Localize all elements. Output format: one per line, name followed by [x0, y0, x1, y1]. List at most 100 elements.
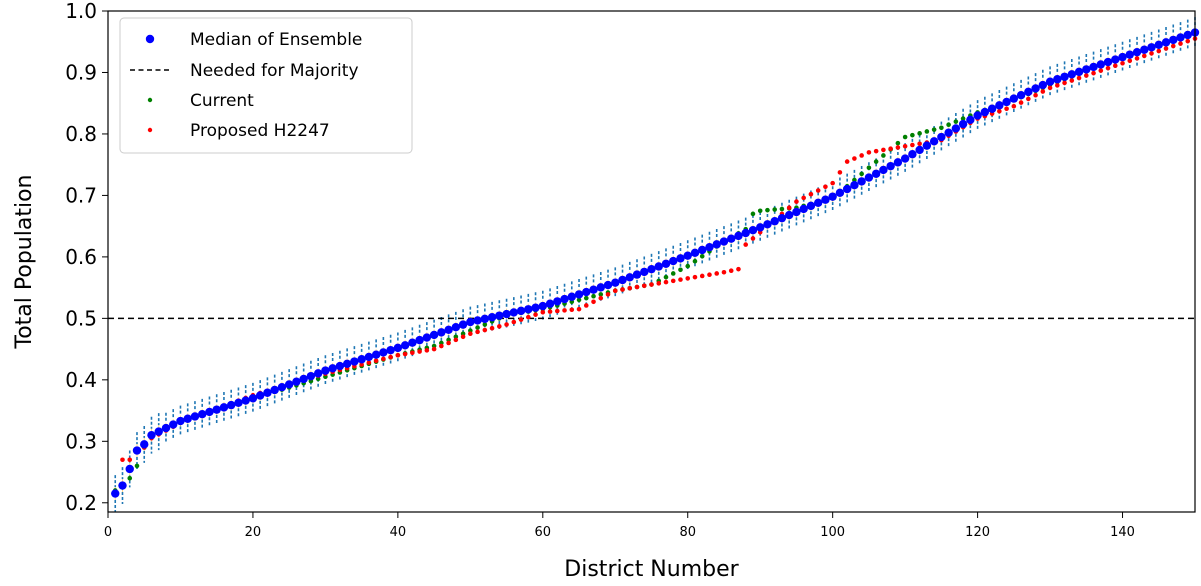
median-point — [263, 388, 272, 397]
median-point — [1082, 65, 1091, 74]
current-point — [859, 171, 864, 177]
median-point — [524, 305, 533, 314]
x-axis-title: District Number — [564, 557, 739, 582]
proposed-point — [540, 309, 546, 315]
proposed-point — [120, 457, 125, 463]
x-tick-label: 40 — [390, 525, 407, 540]
median-point — [313, 369, 323, 378]
median-point — [698, 245, 707, 255]
proposed-point — [823, 184, 828, 190]
median-point — [582, 287, 591, 297]
median-point — [154, 427, 163, 436]
legend-label-proposed: Proposed H2247 — [190, 121, 330, 141]
proposed-point — [388, 354, 393, 360]
median-point — [212, 405, 221, 414]
proposed-point — [511, 319, 517, 325]
median-point — [1147, 43, 1156, 52]
proposed-point — [1105, 65, 1111, 71]
median-point — [118, 481, 127, 490]
median-point — [756, 223, 765, 232]
proposed-point — [663, 279, 669, 285]
proposed-point — [1018, 100, 1024, 105]
current-point — [946, 122, 951, 128]
median-point — [495, 311, 504, 320]
proposed-point — [1076, 75, 1082, 81]
median-point — [879, 165, 888, 175]
proposed-point — [497, 324, 502, 329]
proposed-point — [381, 356, 386, 362]
proposed-point — [446, 340, 451, 346]
proposed-point — [707, 272, 712, 278]
median-point — [784, 210, 794, 220]
current-point — [692, 258, 698, 264]
median-point — [951, 124, 961, 133]
proposed-point — [620, 287, 625, 292]
proposed-point — [801, 195, 806, 201]
legend-label-current: Current — [190, 91, 254, 111]
proposed-point — [634, 284, 640, 290]
legend: Median of Ensemble Needed for Majority C… — [119, 17, 413, 154]
median-point — [625, 273, 634, 282]
median-point — [987, 104, 997, 113]
median-point — [306, 371, 316, 381]
current-point — [750, 211, 756, 217]
median-point — [284, 380, 294, 389]
median-point — [415, 335, 424, 345]
median-point — [980, 107, 990, 117]
median-point — [813, 198, 823, 207]
proposed-point — [554, 308, 560, 314]
median-point — [1125, 50, 1134, 59]
proposed-point — [866, 150, 872, 155]
median-point — [125, 464, 134, 474]
x-tick-label: 60 — [535, 525, 552, 540]
median-point — [748, 226, 758, 235]
proposed-point — [1120, 60, 1125, 66]
current-point — [127, 475, 133, 481]
median-point — [480, 314, 490, 324]
proposed-point — [750, 236, 756, 241]
median-point — [1031, 84, 1040, 93]
median-point — [567, 292, 576, 301]
median-point — [632, 270, 642, 279]
current-point — [685, 263, 691, 269]
median-point — [140, 440, 149, 449]
median-point — [640, 267, 649, 277]
y-axis-title: Total Population — [12, 175, 37, 350]
proposed-point — [431, 346, 437, 352]
median-point — [719, 237, 729, 246]
y-tick-label: 0.9 — [65, 60, 97, 84]
proposed-point — [1112, 63, 1118, 69]
median-point — [205, 407, 214, 417]
current-point — [598, 292, 604, 297]
median-point — [299, 374, 308, 384]
median-point — [219, 403, 229, 412]
median-point — [618, 275, 627, 285]
median-point — [1132, 47, 1142, 57]
median-point — [1053, 75, 1062, 84]
median-point — [321, 366, 330, 375]
proposed-point — [366, 360, 372, 365]
proposed-point — [1156, 48, 1162, 54]
median-point — [995, 101, 1004, 110]
proposed-point — [395, 352, 401, 358]
median-point — [1169, 35, 1178, 45]
median-point — [379, 348, 388, 357]
median-point — [806, 201, 816, 211]
median-point — [734, 231, 743, 241]
proposed-point — [1141, 53, 1147, 59]
current-point — [482, 322, 488, 327]
proposed-point — [410, 350, 415, 356]
proposed-point — [736, 266, 741, 272]
median-point — [690, 248, 700, 258]
proposed-point — [721, 269, 727, 275]
median-point — [864, 173, 874, 182]
proposed-point — [873, 148, 879, 154]
median-point — [1067, 70, 1077, 79]
median-point — [183, 414, 192, 423]
proposed-point — [627, 285, 633, 291]
median-point — [451, 323, 461, 332]
proposed-point — [859, 153, 864, 158]
median-point — [400, 341, 410, 350]
x-tick-label: 100 — [820, 525, 845, 540]
median-point — [371, 350, 381, 359]
